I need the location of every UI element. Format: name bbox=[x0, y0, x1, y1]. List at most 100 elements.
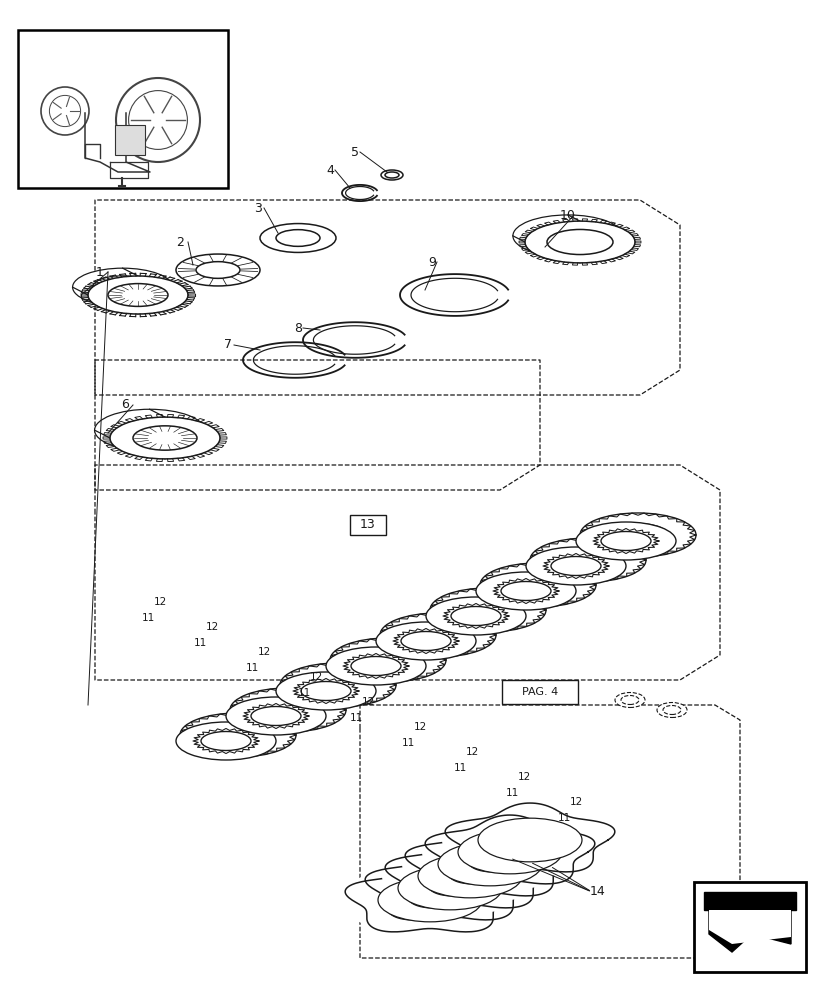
Ellipse shape bbox=[133, 426, 197, 450]
Text: 5: 5 bbox=[351, 146, 359, 159]
Text: 8: 8 bbox=[294, 322, 302, 334]
Text: 12: 12 bbox=[309, 672, 323, 682]
Ellipse shape bbox=[579, 513, 696, 557]
Ellipse shape bbox=[620, 696, 638, 704]
Ellipse shape bbox=[437, 842, 542, 886]
Text: 14: 14 bbox=[590, 886, 605, 898]
Text: 12: 12 bbox=[153, 597, 166, 607]
Ellipse shape bbox=[342, 863, 518, 937]
Ellipse shape bbox=[508, 574, 567, 596]
Ellipse shape bbox=[88, 276, 188, 314]
Ellipse shape bbox=[512, 215, 622, 257]
Ellipse shape bbox=[476, 572, 576, 610]
Bar bbox=[18, 30, 227, 188]
Bar bbox=[693, 882, 805, 972]
Ellipse shape bbox=[385, 172, 399, 178]
Text: 2: 2 bbox=[176, 235, 184, 248]
Ellipse shape bbox=[429, 588, 545, 632]
Text: 11: 11 bbox=[245, 663, 258, 673]
Text: 11: 11 bbox=[141, 613, 155, 623]
Polygon shape bbox=[708, 892, 790, 952]
Text: 3: 3 bbox=[254, 202, 261, 215]
Ellipse shape bbox=[357, 649, 418, 671]
Ellipse shape bbox=[201, 731, 251, 750]
Ellipse shape bbox=[176, 254, 260, 286]
Bar bbox=[115, 125, 145, 155]
Ellipse shape bbox=[480, 563, 595, 607]
Ellipse shape bbox=[614, 692, 644, 708]
Ellipse shape bbox=[330, 638, 446, 682]
Ellipse shape bbox=[375, 622, 476, 660]
Ellipse shape bbox=[275, 230, 319, 246]
Text: 10: 10 bbox=[559, 209, 576, 222]
Ellipse shape bbox=[260, 224, 336, 252]
Ellipse shape bbox=[500, 582, 550, 600]
Ellipse shape bbox=[230, 688, 346, 732]
Ellipse shape bbox=[607, 524, 667, 546]
Text: 12: 12 bbox=[257, 647, 270, 657]
Ellipse shape bbox=[418, 854, 521, 898]
Ellipse shape bbox=[94, 409, 204, 451]
Text: 12: 12 bbox=[569, 797, 582, 807]
Ellipse shape bbox=[442, 803, 617, 877]
Text: 1: 1 bbox=[96, 265, 104, 278]
Ellipse shape bbox=[361, 851, 538, 925]
Bar bbox=[501, 680, 577, 704]
Ellipse shape bbox=[550, 556, 600, 576]
Text: 9: 9 bbox=[428, 255, 435, 268]
Text: 7: 7 bbox=[224, 338, 232, 352]
Ellipse shape bbox=[179, 713, 295, 757]
Text: 12: 12 bbox=[517, 772, 530, 782]
Text: 11: 11 bbox=[194, 638, 207, 648]
Ellipse shape bbox=[380, 613, 495, 657]
Ellipse shape bbox=[351, 656, 400, 676]
Ellipse shape bbox=[258, 699, 318, 721]
Ellipse shape bbox=[457, 599, 518, 621]
Ellipse shape bbox=[451, 606, 500, 626]
Ellipse shape bbox=[398, 866, 501, 910]
Text: 11: 11 bbox=[504, 788, 518, 798]
Text: 11: 11 bbox=[453, 763, 466, 773]
Ellipse shape bbox=[326, 647, 425, 685]
Ellipse shape bbox=[557, 549, 617, 571]
Text: 6: 6 bbox=[121, 398, 129, 412]
Ellipse shape bbox=[196, 262, 240, 278]
Ellipse shape bbox=[110, 417, 220, 459]
Ellipse shape bbox=[378, 878, 481, 922]
Ellipse shape bbox=[381, 839, 557, 913]
Ellipse shape bbox=[576, 522, 675, 560]
Text: 4: 4 bbox=[326, 164, 333, 177]
Ellipse shape bbox=[275, 672, 375, 710]
Ellipse shape bbox=[301, 682, 351, 700]
Text: 12: 12 bbox=[205, 622, 218, 632]
Ellipse shape bbox=[477, 818, 581, 862]
Ellipse shape bbox=[422, 815, 597, 889]
Ellipse shape bbox=[425, 597, 525, 635]
Ellipse shape bbox=[529, 538, 645, 582]
Ellipse shape bbox=[176, 722, 275, 760]
Text: 11: 11 bbox=[297, 688, 310, 698]
Ellipse shape bbox=[308, 674, 367, 696]
Ellipse shape bbox=[73, 268, 172, 306]
Bar bbox=[350, 515, 385, 535]
Ellipse shape bbox=[400, 632, 451, 650]
Ellipse shape bbox=[656, 702, 686, 717]
Polygon shape bbox=[703, 892, 795, 910]
Text: 12: 12 bbox=[465, 747, 478, 757]
Ellipse shape bbox=[108, 284, 168, 306]
Ellipse shape bbox=[280, 663, 395, 707]
Ellipse shape bbox=[457, 830, 562, 874]
Ellipse shape bbox=[208, 724, 268, 746]
Ellipse shape bbox=[524, 221, 634, 263]
Ellipse shape bbox=[93, 276, 152, 299]
Text: 12: 12 bbox=[361, 697, 374, 707]
Ellipse shape bbox=[380, 170, 403, 180]
Text: 13: 13 bbox=[360, 518, 375, 532]
Text: 11: 11 bbox=[349, 713, 362, 723]
Ellipse shape bbox=[525, 547, 625, 585]
Text: 11: 11 bbox=[557, 813, 570, 823]
Ellipse shape bbox=[600, 532, 650, 550]
Bar bbox=[703, 886, 795, 964]
Ellipse shape bbox=[226, 697, 326, 735]
Ellipse shape bbox=[402, 827, 577, 901]
